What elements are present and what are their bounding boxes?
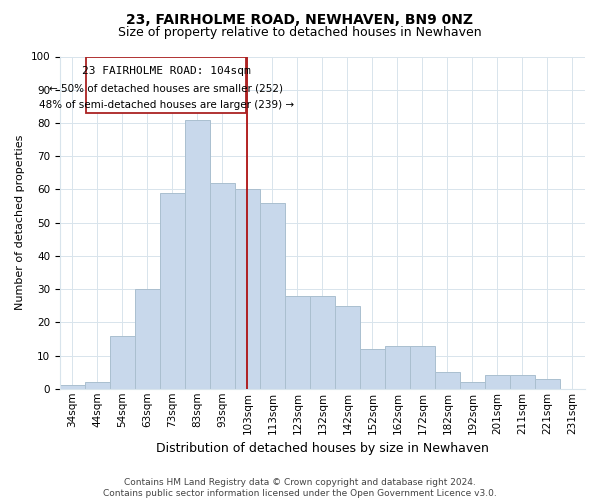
Bar bbox=[360, 349, 385, 389]
Bar bbox=[160, 192, 185, 389]
Bar bbox=[485, 376, 510, 389]
Text: 48% of semi-detached houses are larger (239) →: 48% of semi-detached houses are larger (… bbox=[38, 100, 294, 110]
Bar bbox=[310, 296, 335, 389]
Text: Size of property relative to detached houses in Newhaven: Size of property relative to detached ho… bbox=[118, 26, 482, 39]
Text: Contains HM Land Registry data © Crown copyright and database right 2024.
Contai: Contains HM Land Registry data © Crown c… bbox=[103, 478, 497, 498]
Bar bbox=[285, 296, 310, 389]
Bar bbox=[510, 376, 535, 389]
Text: ← 50% of detached houses are smaller (252): ← 50% of detached houses are smaller (25… bbox=[49, 83, 283, 93]
Bar bbox=[135, 289, 160, 389]
Bar bbox=[410, 346, 435, 389]
Bar bbox=[210, 183, 235, 389]
Bar bbox=[335, 306, 360, 389]
Bar bbox=[185, 120, 210, 389]
X-axis label: Distribution of detached houses by size in Newhaven: Distribution of detached houses by size … bbox=[156, 442, 489, 455]
Bar bbox=[460, 382, 485, 389]
FancyBboxPatch shape bbox=[86, 56, 246, 113]
Bar bbox=[110, 336, 135, 389]
Bar bbox=[260, 202, 285, 389]
Y-axis label: Number of detached properties: Number of detached properties bbox=[15, 135, 25, 310]
Bar bbox=[85, 382, 110, 389]
Bar bbox=[385, 346, 410, 389]
Bar bbox=[60, 386, 85, 389]
Bar bbox=[435, 372, 460, 389]
Bar bbox=[235, 190, 260, 389]
Text: 23, FAIRHOLME ROAD, NEWHAVEN, BN9 0NZ: 23, FAIRHOLME ROAD, NEWHAVEN, BN9 0NZ bbox=[127, 12, 473, 26]
Text: 23 FAIRHOLME ROAD: 104sqm: 23 FAIRHOLME ROAD: 104sqm bbox=[82, 66, 251, 76]
Bar bbox=[535, 379, 560, 389]
